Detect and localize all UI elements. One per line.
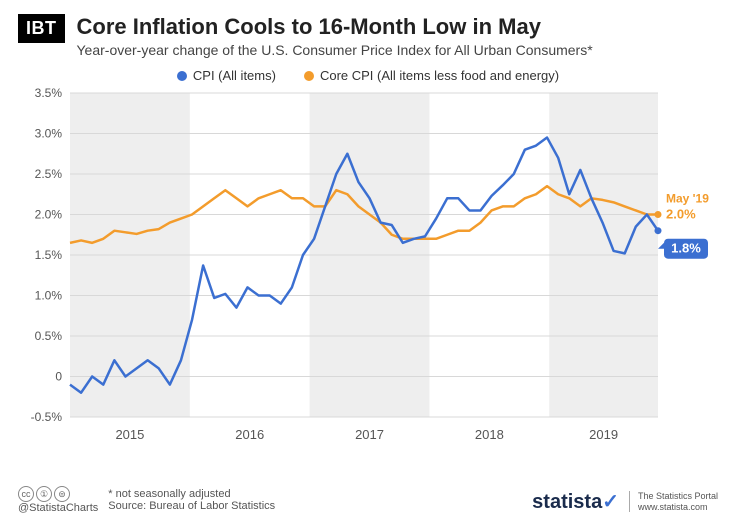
svg-text:1.8%: 1.8%: [671, 241, 701, 256]
cc-icon: cc: [18, 486, 34, 502]
by-icon: ①: [36, 486, 52, 502]
legend-label-cpi: CPI (All items): [193, 68, 276, 83]
cc-icons: cc ① ⊜: [18, 486, 98, 502]
svg-text:0.5%: 0.5%: [35, 329, 63, 343]
chart-area: -0.5% 0 0.5% 1.0% 1.5% 2.0% 2.5% 3.0% 3.5% 2015 20…: [18, 87, 718, 447]
chart-subtitle: Year-over-year change of the U.S. Consum…: [77, 42, 719, 58]
legend-dot-cpi: [177, 71, 187, 81]
svg-text:May '19: May '19: [666, 192, 709, 206]
statista-logo: statista✓: [532, 489, 619, 514]
header: IBT Core Inflation Cools to 16-Month Low…: [18, 14, 718, 58]
svg-text:-0.5%: -0.5%: [31, 410, 63, 424]
legend-item-cpi: CPI (All items): [177, 68, 276, 83]
nd-icon: ⊜: [54, 486, 70, 502]
svg-text:2.5%: 2.5%: [35, 167, 63, 181]
svg-text:2015: 2015: [115, 427, 144, 442]
svg-text:0: 0: [55, 370, 62, 384]
svg-text:3.5%: 3.5%: [35, 87, 63, 100]
svg-text:2018: 2018: [475, 427, 504, 442]
footer: cc ① ⊜ @StatistaCharts * not seasonally …: [18, 486, 718, 514]
legend: CPI (All items) Core CPI (All items less…: [18, 68, 718, 83]
legend-item-core: Core CPI (All items less food and energy…: [304, 68, 559, 83]
line-chart: -0.5% 0 0.5% 1.0% 1.5% 2.0% 2.5% 3.0% 3.5% 2015 20…: [18, 87, 718, 447]
ibt-logo: IBT: [18, 14, 65, 43]
svg-text:2.0%: 2.0%: [35, 208, 63, 222]
legend-dot-core: [304, 71, 314, 81]
legend-label-core: Core CPI (All items less food and energy…: [320, 68, 559, 83]
svg-text:3.0%: 3.0%: [35, 127, 63, 141]
svg-text:1.5%: 1.5%: [35, 248, 63, 262]
svg-text:2019: 2019: [589, 427, 618, 442]
svg-text:2017: 2017: [355, 427, 384, 442]
source: Source: Bureau of Labor Statistics: [108, 500, 275, 512]
chart-title: Core Inflation Cools to 16-Month Low in …: [77, 14, 719, 40]
svg-text:1.0%: 1.0%: [35, 289, 63, 303]
svg-text:2016: 2016: [235, 427, 264, 442]
twitter-handle: @StatistaCharts: [18, 502, 98, 514]
footnote: * not seasonally adjusted: [108, 488, 275, 500]
statista-tagline: The Statistics Portal www.statista.com: [629, 491, 718, 513]
svg-text:2.0%: 2.0%: [666, 207, 696, 222]
